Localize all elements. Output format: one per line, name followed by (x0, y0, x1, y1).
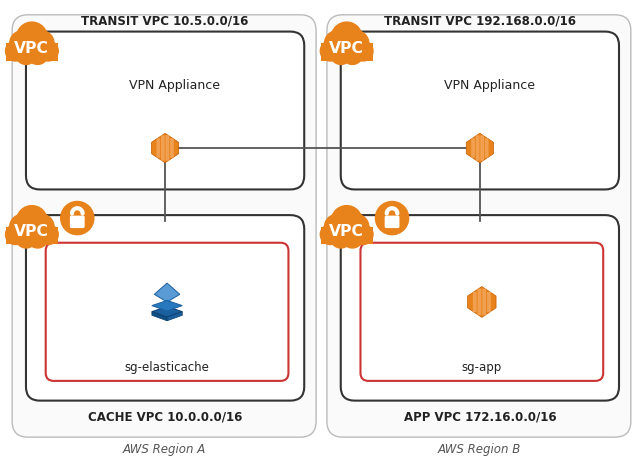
Polygon shape (167, 312, 182, 321)
FancyBboxPatch shape (156, 138, 160, 158)
Circle shape (325, 214, 350, 240)
FancyBboxPatch shape (6, 227, 58, 244)
Circle shape (331, 43, 352, 65)
Circle shape (342, 43, 363, 65)
Text: VPC: VPC (329, 41, 364, 55)
FancyBboxPatch shape (161, 135, 165, 161)
FancyBboxPatch shape (341, 32, 619, 190)
Circle shape (331, 22, 362, 53)
Circle shape (15, 227, 37, 248)
Circle shape (376, 202, 409, 234)
Circle shape (17, 206, 48, 236)
Circle shape (17, 22, 48, 53)
Text: VPN Appliance: VPN Appliance (444, 79, 535, 93)
FancyBboxPatch shape (385, 216, 399, 228)
FancyBboxPatch shape (321, 227, 373, 244)
FancyBboxPatch shape (6, 43, 58, 60)
Text: sg-app: sg-app (462, 360, 502, 374)
Circle shape (6, 224, 26, 245)
Text: TRANSIT VPC 10.5.0.0/16: TRANSIT VPC 10.5.0.0/16 (82, 15, 249, 27)
Circle shape (320, 224, 340, 245)
FancyBboxPatch shape (170, 138, 174, 158)
Circle shape (325, 31, 350, 56)
Polygon shape (466, 133, 493, 163)
Circle shape (6, 41, 26, 61)
Text: APP VPC 172.16.0.0/16: APP VPC 172.16.0.0/16 (404, 410, 556, 424)
Circle shape (353, 224, 373, 245)
Polygon shape (154, 283, 180, 302)
Polygon shape (152, 306, 182, 317)
FancyBboxPatch shape (321, 43, 373, 60)
Circle shape (27, 227, 48, 248)
FancyBboxPatch shape (165, 300, 170, 311)
FancyBboxPatch shape (341, 215, 619, 401)
Circle shape (320, 41, 340, 61)
Polygon shape (467, 287, 496, 317)
FancyBboxPatch shape (473, 292, 476, 312)
Circle shape (38, 224, 59, 245)
Circle shape (331, 227, 352, 248)
FancyBboxPatch shape (478, 289, 482, 315)
FancyBboxPatch shape (26, 215, 304, 401)
Circle shape (10, 214, 35, 240)
Text: AWS Region A: AWS Region A (122, 443, 206, 456)
FancyBboxPatch shape (46, 243, 289, 381)
Text: CACHE VPC 10.0.0.0/16: CACHE VPC 10.0.0.0/16 (88, 410, 242, 424)
Circle shape (342, 227, 363, 248)
FancyBboxPatch shape (487, 292, 491, 312)
Circle shape (60, 202, 94, 234)
Text: sg-elasticache: sg-elasticache (125, 360, 210, 374)
Circle shape (344, 214, 369, 240)
FancyBboxPatch shape (482, 289, 486, 315)
Polygon shape (152, 133, 179, 163)
Circle shape (10, 31, 35, 56)
Circle shape (353, 41, 373, 61)
Circle shape (344, 31, 369, 56)
FancyBboxPatch shape (480, 135, 484, 161)
FancyBboxPatch shape (485, 138, 489, 158)
FancyBboxPatch shape (70, 216, 85, 228)
FancyBboxPatch shape (361, 243, 603, 381)
Circle shape (38, 41, 59, 61)
Circle shape (29, 31, 54, 56)
Circle shape (29, 214, 54, 240)
Polygon shape (152, 312, 167, 321)
FancyBboxPatch shape (165, 135, 169, 161)
FancyBboxPatch shape (476, 135, 480, 161)
Text: TRANSIT VPC 192.168.0.0/16: TRANSIT VPC 192.168.0.0/16 (384, 15, 576, 27)
FancyBboxPatch shape (12, 15, 316, 437)
FancyBboxPatch shape (26, 32, 304, 190)
FancyBboxPatch shape (471, 138, 475, 158)
Text: VPN Appliance: VPN Appliance (129, 79, 221, 93)
Text: VPC: VPC (329, 224, 364, 239)
Text: VPC: VPC (14, 224, 50, 239)
Polygon shape (152, 300, 182, 311)
Text: VPC: VPC (14, 41, 50, 55)
Circle shape (15, 43, 37, 65)
Circle shape (27, 43, 48, 65)
Text: AWS Region B: AWS Region B (437, 443, 521, 456)
Circle shape (331, 206, 362, 236)
FancyBboxPatch shape (327, 15, 631, 437)
